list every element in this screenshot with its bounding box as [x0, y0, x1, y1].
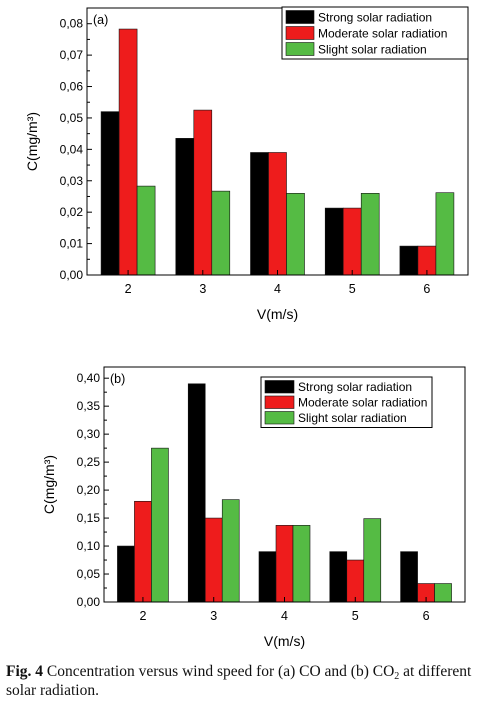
y-tick-label: 0,00 — [60, 268, 84, 282]
bar-strong-solar-radiation-5 — [324, 207, 344, 276]
bar-strong-solar-radiation-2 — [100, 111, 120, 276]
y-tick-label: 0,20 — [77, 483, 101, 497]
legend-swatch — [285, 26, 315, 40]
bar-moderate-solar-radiation-3 — [204, 517, 223, 603]
figure-caption: Fig. 4 Concentration versus wind speed f… — [6, 662, 486, 700]
x-tick-label: 3 — [210, 609, 217, 623]
y-tick-label: 0,05 — [60, 111, 84, 125]
y-tick-label: 0,01 — [60, 237, 84, 251]
bar-moderate-solar-radiation-4 — [275, 525, 294, 603]
caption-subscript: 2 — [394, 671, 400, 682]
legend-label: Slight solar radiation — [318, 43, 427, 57]
y-tick-label: 0,06 — [60, 80, 84, 94]
bar-strong-solar-radiation-2 — [117, 545, 135, 603]
legend-swatch — [264, 395, 295, 409]
chart-panel-b: 0,00 0,05 0,10 0,15 0,20 0,25 0,30 0,35 0,40 2 3 4 5… — [41, 366, 466, 649]
y-tick-label: 0,35 — [77, 399, 101, 413]
bar-slight-solar-radiation-6 — [434, 583, 452, 603]
bar-slight-solar-radiation-6 — [435, 192, 455, 276]
legend-label: Slight solar radiation — [298, 411, 407, 425]
panel-label: (a) — [93, 13, 108, 27]
bar-slight-solar-radiation-4 — [286, 193, 305, 276]
bar-slight-solar-radiation-2 — [136, 185, 156, 276]
y-tick-label: 0,08 — [60, 17, 84, 31]
caption-text-part2: at different solar radiation. — [6, 663, 472, 699]
y-tick-label: 0,02 — [60, 205, 84, 219]
bar-moderate-solar-radiation-3 — [193, 109, 213, 276]
y-tick-label: 0,03 — [60, 174, 84, 188]
bar-moderate-solar-radiation-2 — [134, 500, 152, 603]
y-tick-label: 0,10 — [77, 539, 101, 553]
y-tick-label: 0,07 — [60, 48, 84, 62]
x-tick-label: 6 — [423, 609, 430, 623]
bar-slight-solar-radiation-5 — [360, 193, 380, 276]
bar-strong-solar-radiation-6 — [400, 551, 418, 603]
y-tick-label: 0,05 — [77, 567, 101, 581]
legend-swatch — [264, 411, 295, 425]
x-tick-label: 5 — [349, 282, 356, 296]
caption-label: Fig. 4 — [6, 663, 44, 680]
legend-label: Strong solar radiation — [318, 11, 432, 25]
x-tick-label: 5 — [352, 609, 359, 623]
x-tick-label: 6 — [423, 282, 430, 296]
bar-strong-solar-radiation-4 — [250, 152, 269, 276]
x-tick-label: 4 — [274, 282, 281, 296]
legend-swatch — [285, 10, 315, 24]
y-tick-label: 0,15 — [77, 511, 101, 525]
bar-strong-solar-radiation-6 — [399, 245, 419, 276]
caption-text-part1: Concentration versus wind speed for (a) … — [43, 663, 395, 680]
y-tick-label: 0,25 — [77, 455, 101, 469]
bar-slight-solar-radiation-2 — [151, 447, 169, 603]
bar-slight-solar-radiation-5 — [363, 518, 382, 603]
x-axis-title: V(m/s) — [257, 306, 298, 322]
legend-swatch — [285, 42, 315, 56]
bar-strong-solar-radiation-5 — [329, 551, 348, 603]
x-tick-label: 2 — [139, 609, 146, 623]
bar-moderate-solar-radiation-4 — [268, 152, 287, 276]
y-tick-label: 0,30 — [77, 427, 101, 441]
x-tick-label: 2 — [125, 282, 132, 296]
bar-moderate-solar-radiation-2 — [118, 28, 138, 276]
legend-label: Moderate solar radiation — [298, 396, 427, 410]
panel-label: (b) — [110, 372, 125, 386]
bar-strong-solar-radiation-3 — [175, 138, 195, 276]
bar-strong-solar-radiation-4 — [258, 551, 277, 603]
legend-swatch — [264, 380, 295, 394]
y-tick-label: 0,00 — [77, 595, 101, 609]
x-axis-title: V(m/s) — [264, 633, 305, 649]
bar-slight-solar-radiation-3 — [221, 499, 240, 603]
x-tick-label: 3 — [199, 282, 206, 296]
legend-label: Strong solar radiation — [298, 380, 412, 394]
y-tick-label: 0,40 — [77, 371, 101, 385]
bar-slight-solar-radiation-3 — [211, 190, 231, 276]
bar-moderate-solar-radiation-5 — [346, 559, 365, 603]
y-tick-label: 0,04 — [60, 142, 84, 156]
bar-strong-solar-radiation-3 — [187, 383, 206, 603]
legend-label: Moderate solar radiation — [318, 27, 447, 41]
y-axis-title: C(mg/m³) — [41, 455, 57, 514]
bar-slight-solar-radiation-4 — [292, 525, 311, 603]
x-tick-label: 4 — [281, 609, 288, 623]
bar-moderate-solar-radiation-5 — [342, 207, 362, 276]
chart-panel-a: 0,00 0,01 0,02 0,03 0,04 0,05 0,06 0,07 0,08 2 3 4 5… — [24, 6, 469, 322]
y-axis-title: C(mg/m³) — [24, 112, 40, 171]
